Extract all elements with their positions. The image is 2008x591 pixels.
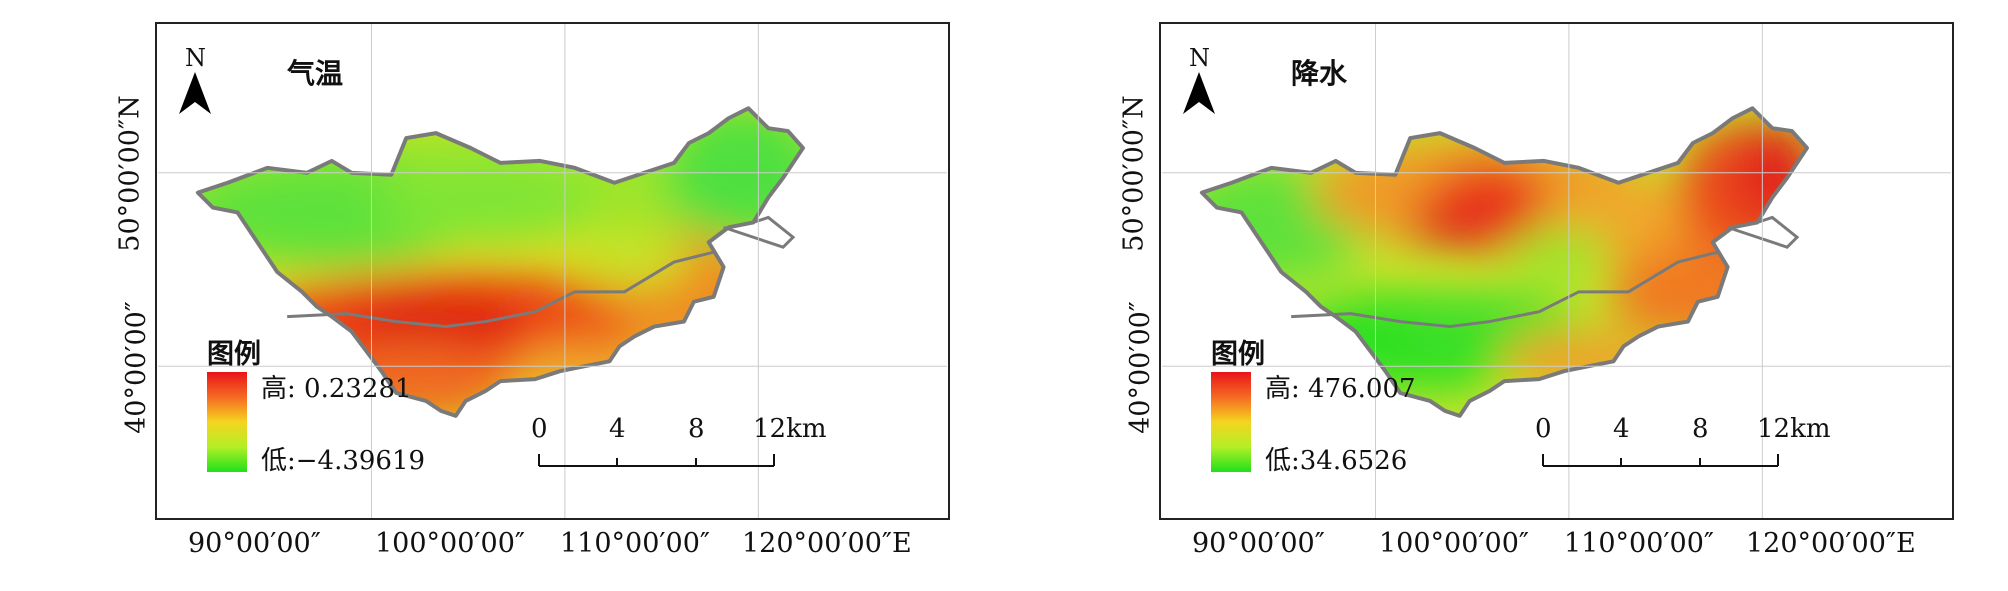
y-tick-label: 50°00′00″N <box>114 95 146 252</box>
map-panel-precipitation: 50°00′00″N 40°00′00″ <box>1004 0 2008 591</box>
north-arrow: N <box>1181 44 1221 114</box>
legend-color-ramp <box>1211 372 1251 472</box>
map-title: 降水 <box>1291 57 1348 90</box>
x-tick-label: 90°00′00″ <box>188 528 321 559</box>
map-frame: N 气温 图例 高: 0.23281 低:−4.39619 0 4 8 12km <box>155 22 950 520</box>
legend-high-label: 高: 0.23281 <box>261 374 412 404</box>
scale-bar-lines <box>538 454 775 467</box>
scale-tick-label: 12km <box>753 414 827 444</box>
north-label: N <box>185 44 206 72</box>
north-label: N <box>1189 44 1210 72</box>
legend: 图例 高: 0.23281 低:−4.39619 <box>207 332 467 482</box>
x-tick-label: 120°00′00″E <box>742 528 912 559</box>
scale-tick-label: 0 <box>531 414 548 444</box>
legend: 图例 高: 476.007 低:34.6526 <box>1211 332 1471 482</box>
legend-color-ramp <box>207 372 247 472</box>
y-tick-label: 50°00′00″N <box>1118 95 1150 252</box>
scale-tick-label: 12km <box>1757 414 1831 444</box>
scale-tick-label: 4 <box>609 414 626 444</box>
y-tick-label: 40°00′00″ <box>120 301 152 434</box>
map-canvas <box>158 24 947 518</box>
map-title: 气温 <box>287 57 344 90</box>
legend-low-label: 低:−4.39619 <box>261 446 426 476</box>
north-arrow: N <box>177 44 217 114</box>
map-panel-temperature: 50°00′00″N 40°00′00″ <box>114 22 950 559</box>
y-tick-label: 40°00′00″ <box>1124 301 1156 434</box>
legend-title: 图例 <box>207 339 261 370</box>
x-tick-label: 100°00′00″ <box>1379 528 1529 559</box>
scale-bar-lines <box>1542 454 1779 467</box>
map-canvas <box>1162 24 1951 518</box>
x-tick-label: 110°00′00″ <box>1564 528 1714 559</box>
x-tick-label: 90°00′00″ <box>1192 528 1325 559</box>
north-arrow-icon <box>1183 72 1215 114</box>
map-frame: N 降水 图例 高: 476.007 低:34.6526 0 4 8 12km <box>1159 22 1954 520</box>
north-arrow-icon <box>179 72 211 114</box>
scale-bar: 0 4 8 12km <box>1531 414 1831 474</box>
x-tick-label: 100°00′00″ <box>375 528 525 559</box>
scale-bar: 0 4 8 12km <box>527 414 827 474</box>
scale-tick-label: 4 <box>1613 414 1630 444</box>
scale-tick-label: 8 <box>1692 414 1709 444</box>
x-tick-label: 120°00′00″E <box>1746 528 1916 559</box>
legend-low-label: 低:34.6526 <box>1265 446 1408 476</box>
x-tick-label: 110°00′00″ <box>560 528 710 559</box>
legend-title: 图例 <box>1211 339 1265 370</box>
scale-tick-label: 8 <box>688 414 705 444</box>
scale-tick-label: 0 <box>1535 414 1552 444</box>
legend-high-label: 高: 476.007 <box>1265 374 1416 404</box>
